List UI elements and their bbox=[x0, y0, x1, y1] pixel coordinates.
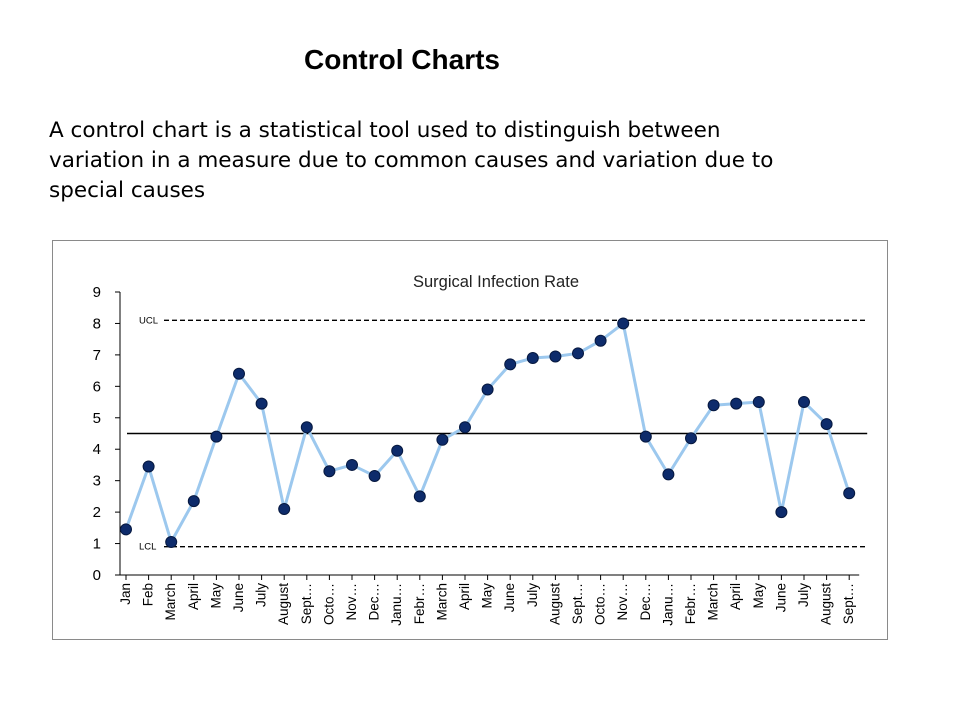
x-tick-label: Dec… bbox=[638, 583, 653, 621]
data-point bbox=[798, 396, 810, 409]
y-tick-label: 0 bbox=[93, 567, 101, 584]
ucl-label: UCL bbox=[139, 315, 158, 326]
data-point bbox=[617, 317, 630, 330]
x-tick-label: Feb bbox=[141, 583, 156, 606]
slide-title: Control Charts bbox=[304, 44, 500, 75]
data-point bbox=[662, 468, 675, 481]
data-point bbox=[300, 421, 313, 434]
control-chart-svg: Surgical Infection Rate 0 1 2 3 4 5 6 7 8 9 Jan Feb… bbox=[93, 273, 868, 626]
data-point bbox=[210, 430, 223, 443]
x-tick-label: Sept… bbox=[570, 583, 585, 624]
data-point bbox=[187, 495, 200, 508]
x-tick-label: Octo… bbox=[593, 583, 608, 625]
x-tick-label: Jan bbox=[118, 583, 133, 605]
data-point bbox=[707, 399, 720, 412]
data-point bbox=[391, 444, 404, 457]
body-line: special causes bbox=[49, 178, 206, 203]
data-point bbox=[730, 397, 743, 410]
y-tick-label: 5 bbox=[93, 410, 101, 427]
x-tick-label: March bbox=[706, 583, 721, 621]
data-point bbox=[255, 397, 268, 410]
control-chart: Surgical Infection Rate 0 1 2 3 4 5 6 7 8 9 Jan Feb… bbox=[52, 240, 888, 640]
data-point bbox=[323, 465, 336, 478]
y-tick-label: 3 bbox=[93, 473, 101, 490]
data-point bbox=[120, 523, 132, 536]
x-tick-label: May bbox=[751, 583, 766, 609]
data-point bbox=[459, 421, 471, 434]
y-tick-label: 2 bbox=[93, 504, 101, 521]
data-point bbox=[526, 352, 539, 365]
data-point bbox=[346, 458, 358, 471]
chart-title: Surgical Infection Rate bbox=[413, 273, 579, 291]
data-point bbox=[775, 506, 788, 519]
slide-body-text: A control chart is a statistical tool us… bbox=[49, 116, 849, 206]
x-tick-label: Janu… bbox=[660, 583, 675, 626]
x-tick-label: May bbox=[208, 583, 223, 609]
x-tick-label: Dec… bbox=[367, 583, 382, 621]
body-line: variation in a measure due to common cau… bbox=[49, 148, 774, 173]
data-point bbox=[233, 367, 245, 380]
x-tick-label: July bbox=[796, 583, 811, 607]
data-point bbox=[165, 535, 178, 548]
x-tick-label: Febr… bbox=[412, 583, 427, 624]
data-point bbox=[368, 469, 381, 482]
data-point bbox=[572, 347, 584, 360]
x-tick-label: Sept… bbox=[841, 583, 856, 624]
y-tick-label: 8 bbox=[93, 315, 101, 332]
x-tick-label: May bbox=[480, 583, 495, 609]
data-point bbox=[549, 350, 562, 363]
x-tick-label: Sept… bbox=[299, 583, 314, 624]
y-tick-label: 6 bbox=[93, 378, 101, 395]
y-tick-label: 9 bbox=[93, 284, 101, 301]
x-tick-label: March bbox=[163, 583, 178, 621]
y-tick-label: 7 bbox=[93, 347, 101, 364]
x-tick-label: June bbox=[502, 583, 517, 612]
data-point bbox=[481, 383, 494, 396]
data-point bbox=[142, 460, 155, 473]
data-point bbox=[278, 502, 291, 515]
data-point bbox=[843, 487, 856, 500]
data-point bbox=[504, 358, 517, 371]
y-tick-label: 4 bbox=[93, 441, 101, 458]
data-point bbox=[413, 490, 426, 503]
x-tick-label: July bbox=[525, 583, 540, 607]
x-tick-label: April bbox=[457, 583, 472, 610]
x-tick-label: Octo… bbox=[321, 583, 336, 625]
x-tick-label: June bbox=[773, 583, 788, 612]
data-point bbox=[685, 432, 697, 445]
x-tick-label: June bbox=[231, 583, 246, 612]
x-tick-label: August bbox=[819, 583, 834, 625]
x-tick-label: Nov… bbox=[615, 583, 630, 621]
data-point bbox=[436, 433, 449, 446]
x-tick-label: Janu… bbox=[389, 583, 404, 626]
x-tick-label: April bbox=[186, 583, 201, 610]
data-point bbox=[752, 396, 765, 409]
x-tick-label: August bbox=[276, 583, 291, 625]
y-tick-label: 1 bbox=[93, 536, 101, 553]
body-line: A control chart is a statistical tool us… bbox=[49, 118, 721, 143]
x-tick-label: August bbox=[547, 583, 562, 625]
x-tick-label: April bbox=[728, 583, 743, 610]
x-tick-label: March bbox=[434, 583, 449, 621]
lcl-label: LCL bbox=[139, 542, 156, 553]
x-tick-label: July bbox=[254, 583, 269, 607]
data-point bbox=[594, 334, 607, 347]
x-tick-label: Febr… bbox=[683, 583, 698, 624]
data-point bbox=[820, 418, 833, 431]
data-point bbox=[639, 430, 652, 443]
x-tick-label: Nov… bbox=[344, 583, 359, 621]
